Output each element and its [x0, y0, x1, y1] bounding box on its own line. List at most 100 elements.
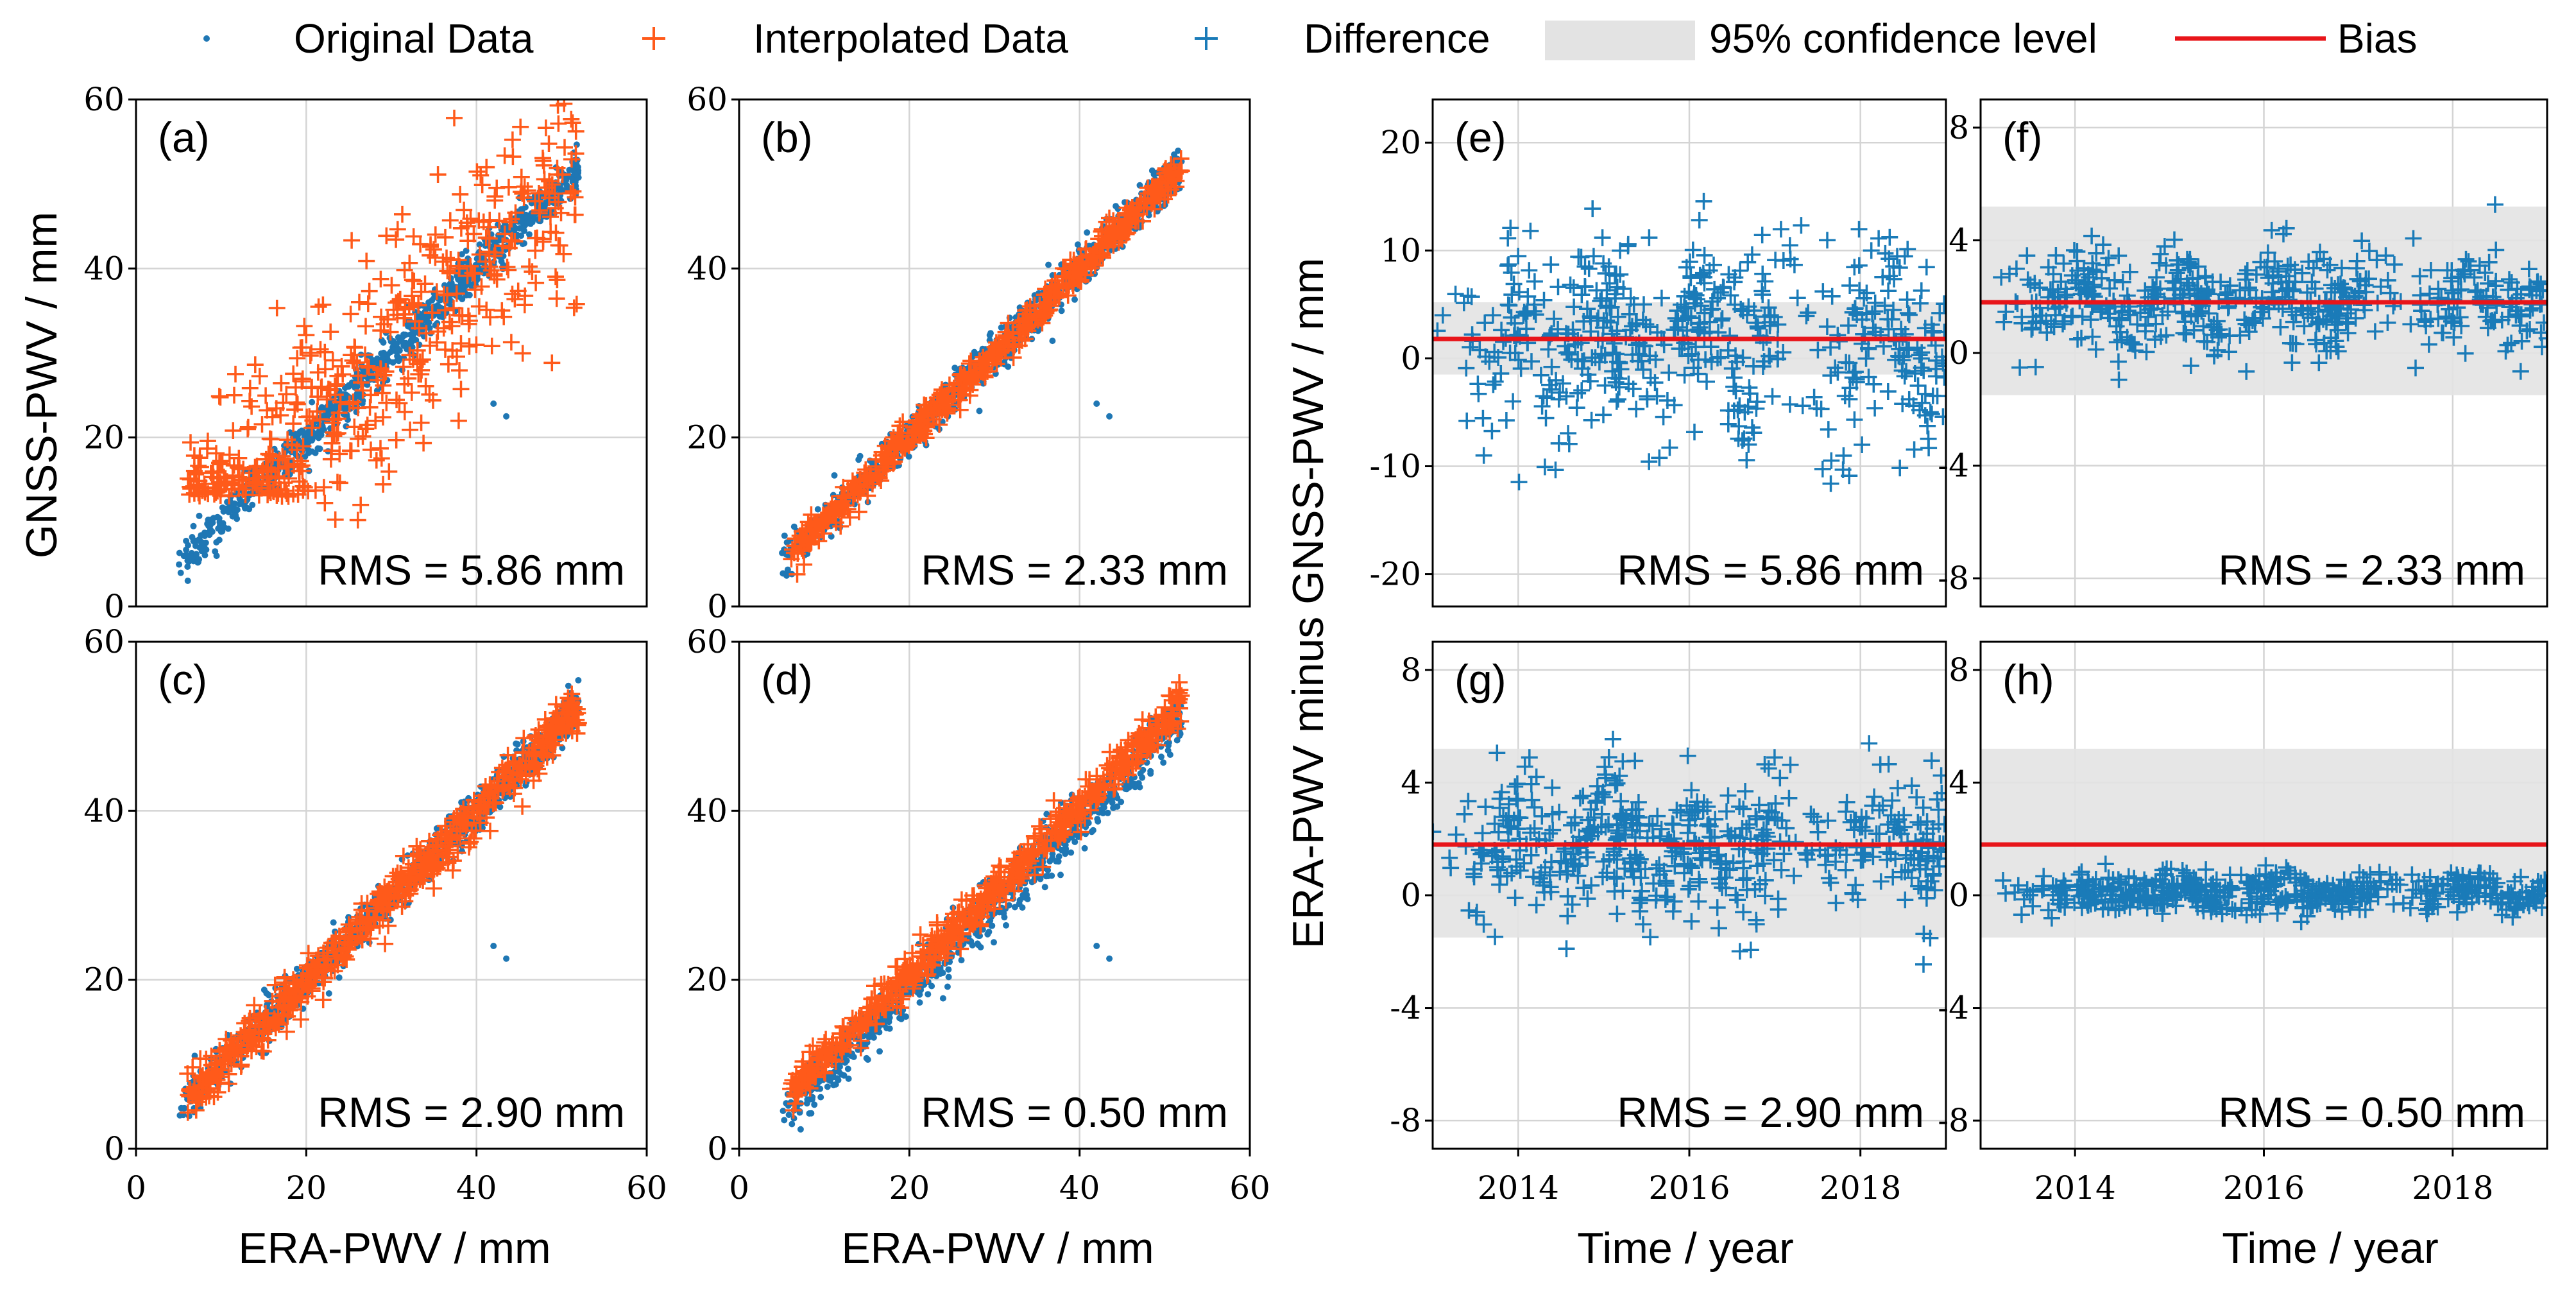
interpolated-point: [894, 425, 911, 442]
interpolated-point: [503, 210, 520, 228]
legend-marker-interpolated: [642, 27, 665, 50]
interpolated-point: [239, 420, 257, 438]
panel-label: (b): [761, 114, 813, 161]
legend-swatch-confidence: [1545, 21, 1695, 60]
interpolated-point: [832, 498, 849, 515]
y-tick-label: 40: [83, 250, 124, 287]
original-point: [447, 282, 454, 289]
interpolated-point: [241, 470, 258, 488]
rms-label: RMS = 5.86 mm: [318, 546, 625, 594]
interpolated-point: [329, 474, 346, 491]
series-interpolated-data: [783, 150, 1190, 583]
interpolated-point: [346, 338, 363, 356]
interpolated-point: [964, 369, 982, 386]
interpolated-point: [413, 366, 430, 383]
original-point: [844, 1065, 851, 1072]
original-point: [231, 500, 238, 507]
original-point: [397, 335, 404, 341]
interpolated-point: [361, 282, 378, 300]
interpolated-point: [502, 334, 520, 351]
interpolated-point: [220, 1075, 237, 1092]
interpolated-point: [437, 228, 454, 246]
interpolated-point: [478, 301, 495, 318]
interpolated-point: [436, 302, 454, 319]
interpolated-point: [367, 412, 384, 429]
interpolated-point: [985, 347, 1003, 364]
interpolated-point: [516, 296, 533, 314]
interpolated-point: [468, 163, 486, 180]
interpolated-point: [462, 833, 479, 850]
interpolated-point: [450, 412, 467, 429]
interpolated-point: [543, 354, 561, 372]
original-point: [1055, 853, 1062, 860]
interpolated-point: [1111, 213, 1127, 230]
original-point: [325, 411, 332, 418]
interpolated-point: [410, 296, 427, 314]
interpolated-point: [309, 364, 327, 381]
interpolated-point: [191, 1079, 208, 1096]
interpolated-point: [411, 320, 428, 337]
interpolated-point: [1093, 221, 1111, 238]
original-point: [266, 992, 272, 999]
original-point: [460, 282, 467, 289]
original-point: [330, 919, 337, 926]
interpolated-point: [332, 393, 349, 411]
original-point: [343, 392, 350, 399]
interpolated-point: [342, 305, 359, 323]
interpolated-point: [425, 880, 443, 897]
original-point: [1106, 413, 1113, 420]
interpolated-point: [310, 298, 327, 315]
interpolated-point: [314, 296, 332, 313]
axes-frame: [135, 640, 648, 1150]
interpolated-point: [478, 809, 495, 826]
interpolated-point: [452, 219, 470, 237]
interpolated-point: [202, 465, 219, 481]
interpolated-point: [555, 245, 572, 262]
original-point: [569, 166, 576, 173]
interpolated-point: [403, 384, 420, 401]
interpolated-point: [486, 247, 503, 264]
original-point: [391, 346, 398, 353]
interpolated-point: [1042, 297, 1059, 314]
interpolated-point: [405, 228, 422, 245]
series-interpolated-data: [179, 685, 587, 1121]
interpolated-point: [537, 119, 554, 137]
interpolated-point: [208, 445, 225, 462]
interpolated-point: [346, 418, 363, 436]
interpolated-point: [450, 252, 467, 269]
original-point: [192, 542, 199, 549]
interpolated-point: [873, 447, 890, 464]
original-point: [784, 566, 791, 573]
interpolated-point: [278, 458, 295, 476]
interpolated-point: [952, 386, 969, 403]
interpolated-point: [548, 290, 565, 307]
interpolated-point: [251, 368, 268, 385]
interpolated-point: [246, 356, 264, 374]
y-tick-label: 20: [83, 961, 124, 999]
interpolated-point: [211, 481, 228, 498]
x-tick-label: 40: [456, 1169, 497, 1207]
interpolated-point: [280, 488, 297, 505]
interpolated-point: [289, 350, 306, 367]
original-point: [513, 740, 520, 747]
interpolated-point: [404, 351, 422, 368]
interpolated-point: [858, 467, 876, 484]
interpolated-point: [1168, 178, 1185, 196]
y-tick-label: 0: [104, 588, 124, 625]
original-point: [216, 519, 223, 526]
interpolated-point: [859, 487, 876, 504]
interpolated-point: [1086, 257, 1104, 274]
interpolated-point: [446, 109, 463, 126]
interpolated-point: [1051, 279, 1068, 296]
interpolated-point: [221, 488, 237, 504]
interpolated-point: [971, 352, 988, 370]
original-point: [458, 251, 465, 258]
original-point: [797, 1126, 804, 1133]
interpolated-point: [357, 420, 375, 438]
interpolated-point: [413, 414, 430, 431]
interpolated-point: [397, 300, 414, 318]
interpolated-point: [509, 282, 527, 300]
interpolated-point: [538, 734, 556, 751]
interpolated-point: [226, 386, 243, 404]
interpolated-point: [401, 347, 418, 364]
